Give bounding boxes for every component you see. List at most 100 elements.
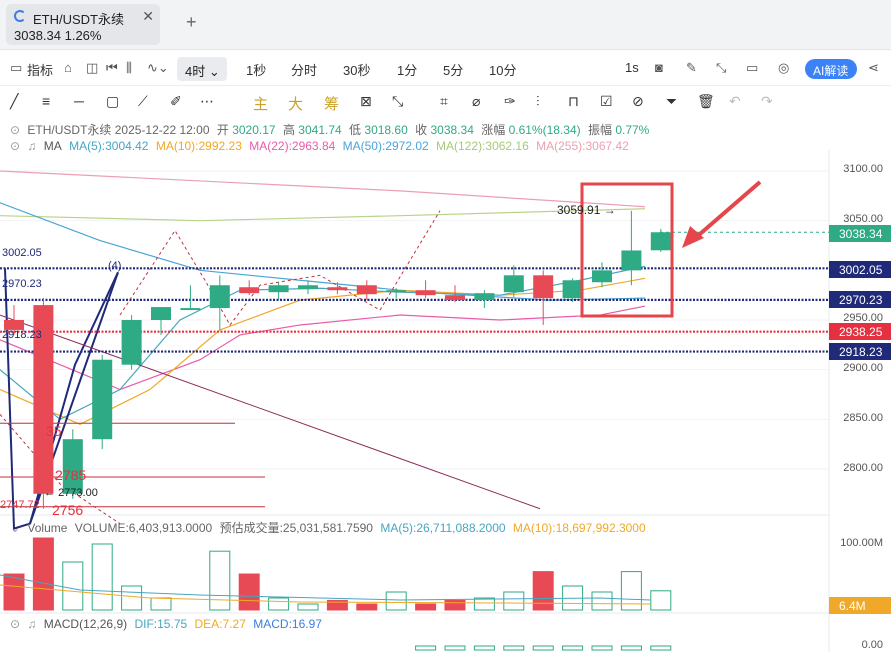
ray-icon[interactable]: ⟋ xyxy=(138,93,148,109)
candle-icon[interactable]: ◫ xyxy=(86,60,99,75)
large-order-button[interactable]: 大 xyxy=(288,96,304,113)
brush-icon[interactable]: ✐ xyxy=(170,93,182,109)
indicator-icon[interactable]: ▭ xyxy=(10,60,23,75)
candle-body xyxy=(356,285,377,295)
macd-bar xyxy=(532,645,554,651)
volume-bar xyxy=(268,597,290,611)
macd-bar xyxy=(503,645,525,651)
ma255-line xyxy=(0,170,646,208)
order-icon[interactable]: ☑ xyxy=(600,93,613,109)
ohlc-info: ⊙ ETH/USDT永续 2025-12-22 12:00 开 3020.17 … xyxy=(10,121,653,138)
volume-collapse-icon[interactable]: ⌄ xyxy=(10,521,21,535)
magnet-icon[interactable]: ⊠ xyxy=(360,93,372,109)
ruler-icon[interactable]: ⌀ xyxy=(472,93,481,109)
candle-body xyxy=(503,275,524,293)
line-type-icon[interactable]: ∿⌄ xyxy=(147,60,169,75)
interval-1m[interactable]: 1分 xyxy=(397,63,418,78)
ma-collapse-icon[interactable]: ⊙ xyxy=(10,139,21,153)
volume-bar xyxy=(620,571,642,611)
interval-5m[interactable]: 5分 xyxy=(443,63,464,78)
ai-analysis-button[interactable]: AI解读 xyxy=(805,59,857,79)
bar-pattern-icon[interactable]: ⫶ xyxy=(536,93,540,109)
more-icon[interactable]: ⋯ xyxy=(200,93,214,109)
candle-body xyxy=(415,290,436,296)
chart-type-icon[interactable]: ⌂ xyxy=(64,60,72,75)
macd-info: ⊙ ♫ MACD(12,26,9) DIF:15.75 DEA:7.27 MAC… xyxy=(10,617,326,631)
parallel-lines-icon[interactable]: ≡ xyxy=(42,93,51,109)
candle-body xyxy=(121,320,142,365)
level-tag-3002: 3002.05 xyxy=(829,261,891,278)
y-tick-3100: 3100.00 xyxy=(843,163,883,175)
candle-body xyxy=(533,275,554,299)
candle-body xyxy=(151,307,171,320)
collapse-icon[interactable]: ⊙ xyxy=(10,123,21,137)
macd-bar xyxy=(473,645,495,651)
left-label-2970: 2970.23 xyxy=(2,278,42,290)
layout-icon[interactable]: ▭ xyxy=(746,60,759,75)
chart-tab[interactable]: ETH/USDT永续 3038.34 1.26% ✕ xyxy=(6,4,160,45)
volume-bar xyxy=(326,599,348,611)
interval-select[interactable]: 4时 ⌄ xyxy=(177,57,227,81)
volume-value: VOLUME:6,403,913.0000 xyxy=(74,521,213,535)
macd-collapse-icon[interactable]: ⊙ xyxy=(10,617,21,631)
interval-1s[interactable]: 1秒 xyxy=(246,63,267,78)
highlight-box xyxy=(580,182,674,318)
camera-icon[interactable]: ◙ xyxy=(655,60,663,75)
candle-body xyxy=(92,359,113,440)
volume-bar xyxy=(121,585,143,611)
interval-10m[interactable]: 10分 xyxy=(489,63,517,78)
volume-bar xyxy=(62,561,84,611)
macd-value: MACD:16.97 xyxy=(253,617,322,631)
chart-grid xyxy=(0,150,830,652)
note-icon[interactable]: ⌗ xyxy=(440,93,448,109)
interval-30s[interactable]: 30秒 xyxy=(343,63,371,78)
trash-icon[interactable]: 🗑 xyxy=(697,93,715,109)
candle-body xyxy=(445,295,465,301)
candle-body xyxy=(209,285,230,309)
measure-icon[interactable]: ⤡ xyxy=(392,93,404,109)
horizontal-line-icon[interactable]: ─ xyxy=(74,93,84,109)
highlight-annotation xyxy=(580,180,762,318)
share-icon[interactable]: ⋖ xyxy=(868,60,879,75)
volume-bar xyxy=(209,550,231,611)
ma22-value: MA(22):2963.84 xyxy=(249,139,336,153)
add-tab-icon[interactable]: + xyxy=(186,12,197,32)
volume-bar xyxy=(444,599,466,611)
ma-info: ⊙ ♫ MA MA(5):3004.42 MA(10):2992.23 MA(2… xyxy=(10,139,633,153)
redo-icon[interactable]: ↷ xyxy=(761,93,773,109)
projection-path xyxy=(0,414,121,525)
macd-bar xyxy=(562,645,584,651)
loading-icon xyxy=(14,10,26,22)
settings-icon[interactable]: ◎ xyxy=(778,60,790,75)
candle-body xyxy=(386,290,407,293)
interval-1s-right[interactable]: 1s xyxy=(625,60,639,75)
low-label: ← 2773.00 xyxy=(44,487,98,499)
replay-icon[interactable]: ⏮ xyxy=(106,60,118,75)
volume-bar xyxy=(150,597,172,611)
interval-timeshare[interactable]: 分时 xyxy=(291,63,318,78)
bell-icon[interactable]: ♫ xyxy=(27,139,37,153)
symbol-date: ETH/USDT永续 2025-12-22 12:00 xyxy=(27,123,210,137)
close-icon[interactable]: ✕ xyxy=(142,8,154,24)
tab-bar: ETH/USDT永续 3038.34 1.26% ✕ + xyxy=(0,0,891,50)
rectangle-icon[interactable]: ▢ xyxy=(106,93,120,109)
ma22-line xyxy=(0,305,646,391)
visibility-icon[interactable]: ⊘ xyxy=(632,93,644,109)
macd-bell-icon[interactable]: ♫ xyxy=(27,617,37,631)
undo-icon[interactable]: ↶ xyxy=(729,93,741,109)
edit-icon[interactable]: ✎ xyxy=(686,60,697,75)
main-force-button[interactable]: 主 xyxy=(253,96,269,113)
compare-icon[interactable]: ⫼ xyxy=(126,60,132,75)
open-value: 3020.17 xyxy=(232,123,276,137)
volume-ma5: MA(5):26,711,088.2000 xyxy=(380,521,506,535)
filter-icon[interactable]: ⏷ xyxy=(666,93,678,109)
volume-bar xyxy=(297,603,319,611)
fullscreen-icon[interactable]: ⤡ xyxy=(716,60,727,75)
ma5-value: MA(5):3004.42 xyxy=(69,139,149,153)
indicators-button[interactable]: 指标 xyxy=(27,63,54,78)
lock-icon[interactable]: ⊓ xyxy=(568,93,579,109)
chip-button[interactable]: 筹 xyxy=(324,96,340,113)
brush-tool-icon[interactable]: ✑ xyxy=(504,93,516,109)
trendline-icon[interactable]: ╱ xyxy=(10,93,19,109)
